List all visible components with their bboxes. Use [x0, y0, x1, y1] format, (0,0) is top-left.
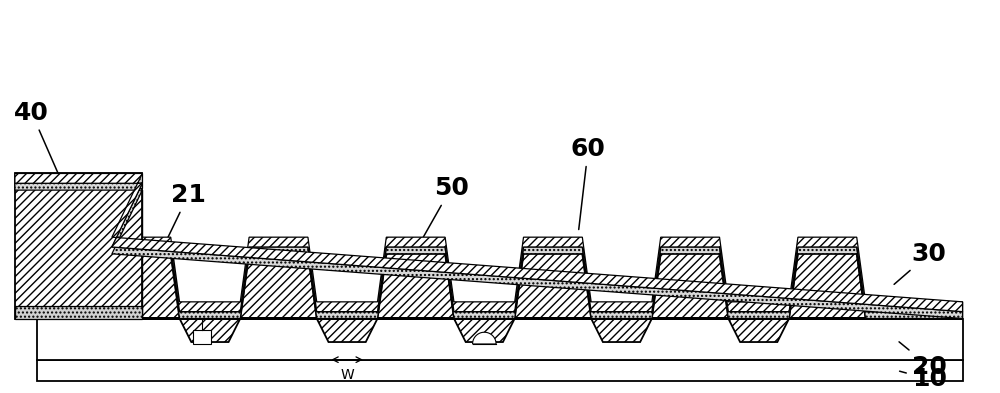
Text: 60: 60 [571, 137, 606, 230]
Text: 50: 50 [423, 176, 468, 238]
Text: 21: 21 [163, 183, 206, 248]
Text: 30: 30 [894, 242, 947, 285]
Polygon shape [15, 173, 142, 188]
Polygon shape [112, 190, 142, 318]
Bar [193, 330, 211, 344]
Polygon shape [37, 360, 963, 381]
Text: 10: 10 [900, 367, 947, 391]
Polygon shape [98, 247, 963, 318]
Polygon shape [15, 306, 142, 318]
Polygon shape [98, 254, 963, 342]
Polygon shape [15, 173, 142, 318]
Polygon shape [473, 332, 496, 344]
Polygon shape [37, 318, 963, 360]
Text: W: W [340, 367, 354, 382]
Polygon shape [15, 173, 963, 312]
Text: 20: 20 [899, 342, 947, 378]
Polygon shape [15, 183, 963, 318]
Text: 40: 40 [14, 101, 58, 173]
Polygon shape [98, 237, 963, 312]
